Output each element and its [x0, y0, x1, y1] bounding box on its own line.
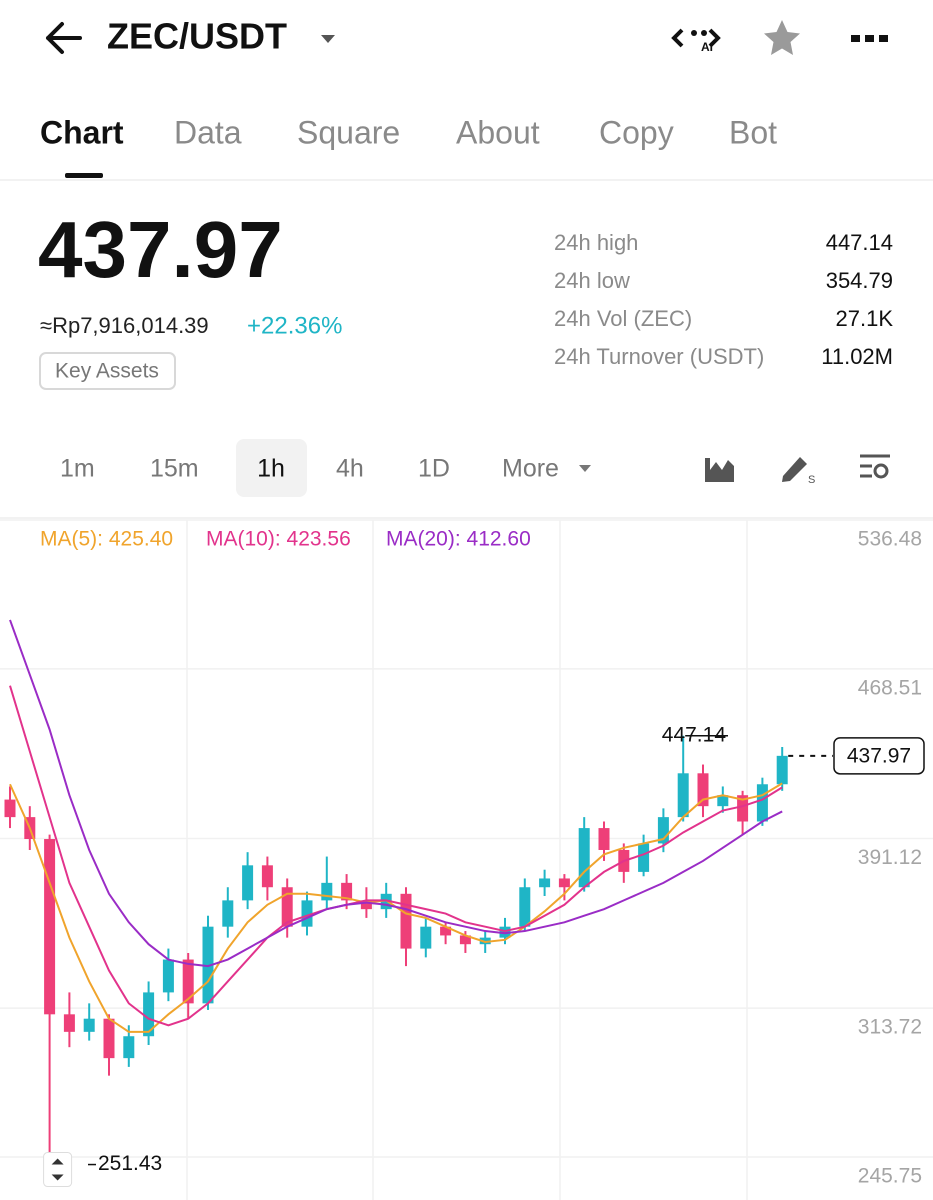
tag: Key Assets: [55, 360, 159, 383]
stat-value: 447.14: [826, 230, 893, 255]
ma-legend: MA(5): 425.40: [40, 528, 173, 551]
settings-button[interactable]: [860, 454, 890, 479]
interval[interactable]: 15m: [150, 455, 199, 483]
svg-text:S: S: [808, 474, 815, 486]
candle-body: [479, 937, 491, 945]
last-price-tag: 437.97: [847, 744, 911, 767]
ma-line: [9, 619, 783, 968]
svg-text:AI: AI: [701, 40, 713, 54]
candle-body: [717, 795, 729, 807]
candle-body: [83, 1018, 95, 1032]
candle-body: [341, 882, 353, 901]
candle-body: [143, 992, 155, 1037]
y-tick-label: 536.48: [858, 528, 922, 551]
stat-label: 24h Turnover (USDT): [554, 344, 764, 369]
y-tick-label: 391.12: [858, 846, 922, 869]
pair-title[interactable]: ZEC/USDT: [107, 16, 287, 57]
candle-body: [400, 893, 412, 949]
y-tick-label: 468.51: [858, 676, 922, 699]
interval[interactable]: 1h: [257, 455, 285, 483]
candle-body: [103, 1018, 115, 1059]
y-tick-label: 313.72: [858, 1016, 922, 1039]
low-icon: [43, 1152, 73, 1188]
ma-line: [9, 685, 783, 1027]
ma-legend: MA(10): 423.56: [206, 528, 351, 551]
candle-body: [281, 887, 293, 927]
candle-body: [360, 900, 372, 910]
candle-body: [737, 795, 749, 822]
candle-body: [162, 959, 174, 993]
candle-body: [4, 799, 16, 818]
candle-body: [776, 755, 788, 785]
tab[interactable]: Bot: [729, 114, 777, 150]
back-button[interactable]: [46, 22, 82, 54]
candle-body: [222, 900, 234, 927]
ai-button[interactable]: AI: [671, 28, 721, 54]
candle-body: [519, 887, 531, 927]
tag-box: [39, 352, 176, 390]
tab[interactable]: About: [456, 114, 540, 150]
stat-label: 24h low: [554, 268, 630, 293]
candle-body: [598, 828, 610, 850]
favorite-star[interactable]: [764, 20, 800, 55]
low-label: 251.43: [98, 1152, 162, 1175]
plot: 245.75 313.72 391.12 468.51 536.48 447.14 251.…: [0, 519, 933, 1188]
interval[interactable]: More: [502, 455, 559, 483]
tab[interactable]: Copy: [599, 114, 674, 150]
candle-body: [301, 900, 313, 927]
candle-body: [697, 773, 709, 807]
vertical-grid: [186, 520, 748, 1200]
candle-body: [242, 865, 254, 901]
last-price: 437.97: [38, 205, 283, 294]
tab-indicator: [65, 173, 103, 178]
stat-value: 11.02M: [821, 344, 893, 369]
tab[interactable]: Square: [297, 114, 400, 150]
candle-body: [44, 839, 56, 1015]
last-price-box: [833, 737, 925, 775]
candle-body: [638, 843, 650, 872]
ma-legend: MA(20): 412.60: [386, 528, 531, 551]
candle-body: [63, 1014, 75, 1032]
y-tick-label: 245.75: [858, 1165, 922, 1188]
tab[interactable]: Data: [174, 114, 242, 150]
stat-value: 354.79: [826, 268, 893, 293]
candle-body: [499, 926, 511, 938]
draw-button[interactable]: S: [782, 457, 815, 486]
indicator-button[interactable]: [705, 458, 734, 482]
candle-body: [123, 1036, 135, 1059]
interval[interactable]: 1D: [418, 455, 450, 483]
pair-dropdown[interactable]: [321, 35, 335, 43]
candle-body: [677, 773, 689, 818]
interval[interactable]: 4h: [336, 455, 364, 483]
high-label: 447.14: [662, 723, 727, 746]
tab[interactable]: Chart: [40, 114, 124, 150]
candle-body: [440, 926, 452, 936]
candle-body: [578, 828, 590, 888]
candle-body: [756, 784, 768, 822]
fiat-price: ≈Rp7,916,014.39: [40, 313, 209, 338]
stat-label: 24h high: [554, 230, 638, 255]
candle-body: [558, 878, 570, 888]
candle-body: [657, 817, 669, 844]
candle-body: [539, 878, 551, 888]
more-dropdown[interactable]: [579, 465, 591, 472]
interval-selected-bg: [236, 439, 307, 497]
low-icon-arrows: [51, 1158, 64, 1181]
candle-body: [321, 882, 333, 901]
candle-body: [182, 959, 194, 1004]
candle-body: [261, 865, 273, 888]
candle-body: [420, 926, 432, 949]
candle-body: [202, 926, 214, 1004]
interval[interactable]: 1m: [60, 455, 95, 483]
stat-label: 24h Vol (ZEC): [554, 306, 692, 331]
price-change: +22.36%: [247, 312, 342, 339]
candle-body: [459, 935, 471, 945]
stat-value: 27.1K: [836, 306, 894, 331]
more-menu[interactable]: [851, 35, 888, 42]
